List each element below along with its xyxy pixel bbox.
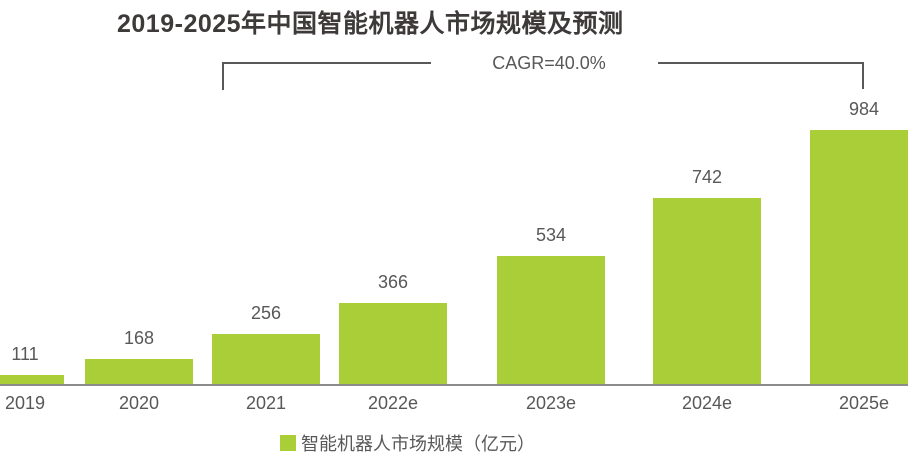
- bar-2019: [0, 375, 64, 384]
- legend: 智能机器人市场规模（亿元）: [280, 430, 535, 456]
- chart-title: 2019-2025年中国智能机器人市场规模及预测: [117, 10, 624, 38]
- x-axis-label: 2020: [118, 393, 160, 413]
- x-axis-label: 2021: [245, 393, 287, 413]
- x-axis-label: 2019: [4, 393, 46, 413]
- cagr-annotation: CAGR=40.0%: [492, 53, 606, 73]
- bar-2020: [85, 359, 193, 384]
- bar-value-label: 984: [848, 99, 880, 119]
- cagr-bracket-left-vertical-line: [222, 62, 224, 90]
- bar-value-label: 366: [377, 272, 409, 292]
- bar-value-label: 534: [535, 225, 567, 245]
- bar-2024e: [653, 198, 761, 384]
- bar-value-label: 168: [123, 328, 155, 348]
- bar-2025e: [810, 130, 908, 384]
- cagr-bracket-right-vertical-line: [862, 62, 864, 89]
- cagr-bracket-left-horizontal-line: [222, 62, 431, 64]
- x-axis-label: 2023e: [525, 393, 577, 413]
- x-axis-label: 2022e: [367, 393, 419, 413]
- bar-2021: [212, 334, 320, 384]
- legend-label: 智能机器人市场规模（亿元）: [301, 434, 535, 454]
- x-axis-label: 2025e: [838, 393, 890, 413]
- x-axis-label: 2024e: [681, 393, 733, 413]
- legend-swatch-icon: [280, 435, 296, 451]
- bar-value-label: 256: [250, 303, 282, 323]
- bar-2023e: [497, 256, 605, 384]
- x-axis-line: [0, 384, 908, 386]
- bar-2022e: [339, 303, 447, 384]
- bar-value-label: 742: [691, 167, 723, 187]
- bar-value-label: 111: [11, 344, 39, 364]
- cagr-bracket-right-horizontal-line: [658, 62, 864, 64]
